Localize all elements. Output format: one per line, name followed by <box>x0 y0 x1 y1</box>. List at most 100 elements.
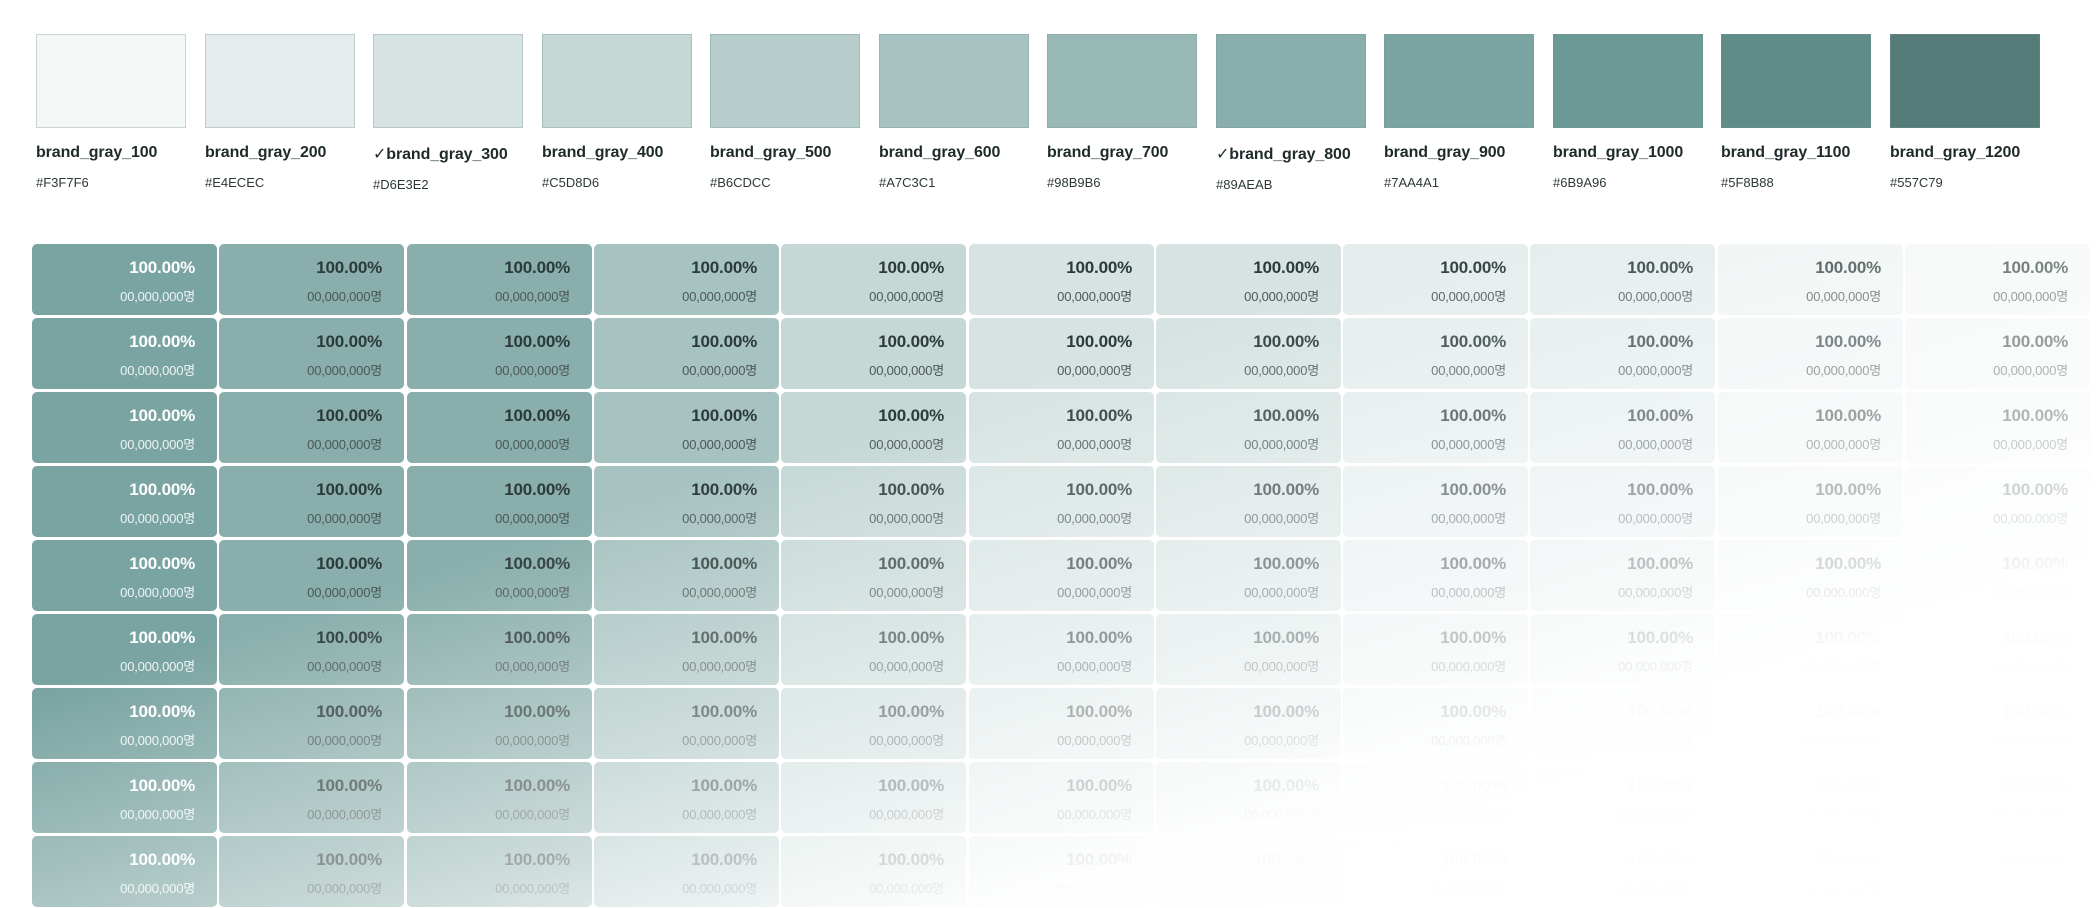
swatch-color-box <box>205 34 355 128</box>
grid-cell: 100.00% 00,000,000명 <box>594 762 779 833</box>
cell-count: 00,000,000명 <box>307 733 382 748</box>
cell-percent: 100.00% <box>1253 554 1319 573</box>
grid-cell: 100.00% 00,000,000명 <box>219 244 404 315</box>
grid-cell: 100.00% 00,000,000명 <box>407 466 592 537</box>
cell-percent: 100.00% <box>504 406 570 425</box>
cell-count: 00,000,000명 <box>869 807 944 822</box>
cell-percent: 100.00% <box>129 332 195 351</box>
cell-count: 00,000,000명 <box>1431 807 1506 822</box>
cell-percent: 100.00% <box>316 332 382 351</box>
cell-percent: 100.00% <box>691 628 757 647</box>
grid-cell: 100.00% 00,000,000명 <box>1718 392 1903 463</box>
cell-count: 00,000,000명 <box>1244 807 1319 822</box>
cell-count: 00,000,000명 <box>1057 437 1132 452</box>
cell-percent: 100.00% <box>504 628 570 647</box>
grid-cell: 100.00% 00,000,000명 <box>219 614 404 685</box>
cell-percent: 100.00% <box>504 702 570 721</box>
grid-cell: 100.00% 00,000,000명 <box>407 540 592 611</box>
cell-percent: 100.00% <box>1440 628 1506 647</box>
grid-cell: 100.00% 00,000,000명 <box>1905 540 2090 611</box>
cell-count: 00,000,000명 <box>1057 881 1132 896</box>
cell-percent: 100.00% <box>2002 702 2068 721</box>
swatch-6: brand_gray_700 #98B9B6 <box>1047 34 1197 190</box>
cell-percent: 100.00% <box>1815 554 1881 573</box>
cell-count: 00,000,000명 <box>869 585 944 600</box>
grid-cell: 100.00% 00,000,000명 <box>1343 318 1528 389</box>
cell-count: 00,000,000명 <box>307 437 382 452</box>
swatch-hex: #E4ECEC <box>205 175 265 190</box>
cell-percent: 100.00% <box>1066 406 1132 425</box>
cell-percent: 100.00% <box>1253 850 1319 869</box>
grid-cell: 100.00% 00,000,000명 <box>1718 540 1903 611</box>
grid-cell: 100.00% 00,000,000명 <box>1905 614 2090 685</box>
grid-cell: 100.00% 00,000,000명 <box>1905 318 2090 389</box>
cell-count: 00,000,000명 <box>1431 511 1506 526</box>
grid-cell: 100.00% 00,000,000명 <box>32 836 217 907</box>
cell-count: 00,000,000명 <box>682 807 757 822</box>
cell-count: 00,000,000명 <box>869 363 944 378</box>
cell-count: 00,000,000명 <box>120 733 195 748</box>
grid-cell: 100.00% 00,000,000명 <box>1343 466 1528 537</box>
cell-count: 00,000,000명 <box>307 511 382 526</box>
cell-percent: 100.00% <box>129 258 195 277</box>
swatch-name: brand_gray_900 <box>1384 144 1506 161</box>
cell-count: 00,000,000명 <box>307 881 382 896</box>
cell-percent: 100.00% <box>2002 406 2068 425</box>
grid-cell: 100.00% 00,000,000명 <box>219 466 404 537</box>
grid-cell: 100.00% 00,000,000명 <box>594 540 779 611</box>
cell-count: 00,000,000명 <box>682 733 757 748</box>
cell-count: 00,000,000명 <box>869 659 944 674</box>
cell-percent: 100.00% <box>1627 332 1693 351</box>
cell-percent: 100.00% <box>691 480 757 499</box>
cell-percent: 100.00% <box>1815 702 1881 721</box>
cell-percent: 100.00% <box>1440 480 1506 499</box>
cell-count: 00,000,000명 <box>1993 511 2068 526</box>
cell-count: 00,000,000명 <box>1806 807 1881 822</box>
grid-cell: 100.00% 00,000,000명 <box>1530 392 1715 463</box>
cell-percent: 100.00% <box>316 628 382 647</box>
cell-count: 00,000,000명 <box>495 659 570 674</box>
swatch-name: ✓brand_gray_300 <box>373 146 508 163</box>
cell-count: 00,000,000명 <box>307 659 382 674</box>
swatch-hex: #D6E3E2 <box>373 177 429 192</box>
cell-count: 00,000,000명 <box>1618 733 1693 748</box>
cell-percent: 100.00% <box>504 850 570 869</box>
grid-cell: 100.00% 00,000,000명 <box>407 244 592 315</box>
grid-cell: 100.00% 00,000,000명 <box>781 762 966 833</box>
cell-percent: 100.00% <box>691 850 757 869</box>
cell-percent: 100.00% <box>1066 554 1132 573</box>
grid-cell: 100.00% 00,000,000명 <box>219 762 404 833</box>
cell-count: 00,000,000명 <box>1993 437 2068 452</box>
grid-cell: 100.00% 00,000,000명 <box>969 540 1154 611</box>
grid-cell: 100.00% 00,000,000명 <box>219 540 404 611</box>
cell-count: 00,000,000명 <box>495 881 570 896</box>
cell-count: 00,000,000명 <box>1806 437 1881 452</box>
cell-count: 00,000,000명 <box>1993 733 2068 748</box>
grid-cell: 100.00% 00,000,000명 <box>219 688 404 759</box>
cell-count: 00,000,000명 <box>495 511 570 526</box>
cell-percent: 100.00% <box>1815 628 1881 647</box>
cell-percent: 100.00% <box>316 406 382 425</box>
cell-count: 00,000,000명 <box>1993 289 2068 304</box>
cell-count: 00,000,000명 <box>120 585 195 600</box>
swatch-hex: #5F8B88 <box>1721 175 1774 190</box>
swatch-2: ✓brand_gray_300 #D6E3E2 <box>373 34 523 192</box>
cell-percent: 100.00% <box>1253 628 1319 647</box>
grid-cell: 100.00% 00,000,000명 <box>1343 688 1528 759</box>
grid-cell: 100.00% 00,000,000명 <box>32 688 217 759</box>
swatch-color-box <box>36 34 186 128</box>
cell-percent: 100.00% <box>1253 332 1319 351</box>
cell-count: 00,000,000명 <box>1057 585 1132 600</box>
cell-percent: 100.00% <box>316 702 382 721</box>
grid-cell: 100.00% 00,000,000명 <box>32 318 217 389</box>
grid-cell: 100.00% 00,000,000명 <box>407 614 592 685</box>
cell-percent: 100.00% <box>1066 258 1132 277</box>
grid-cell: 100.00% 00,000,000명 <box>594 614 779 685</box>
cell-count: 00,000,000명 <box>1618 511 1693 526</box>
grid-cell: 100.00% 00,000,000명 <box>1905 688 2090 759</box>
cell-percent: 100.00% <box>1066 850 1132 869</box>
grid-cell: 100.00% 00,000,000명 <box>1343 244 1528 315</box>
swatch-name: brand_gray_500 <box>710 144 832 161</box>
cell-count: 00,000,000명 <box>682 289 757 304</box>
cell-count: 00,000,000명 <box>869 289 944 304</box>
